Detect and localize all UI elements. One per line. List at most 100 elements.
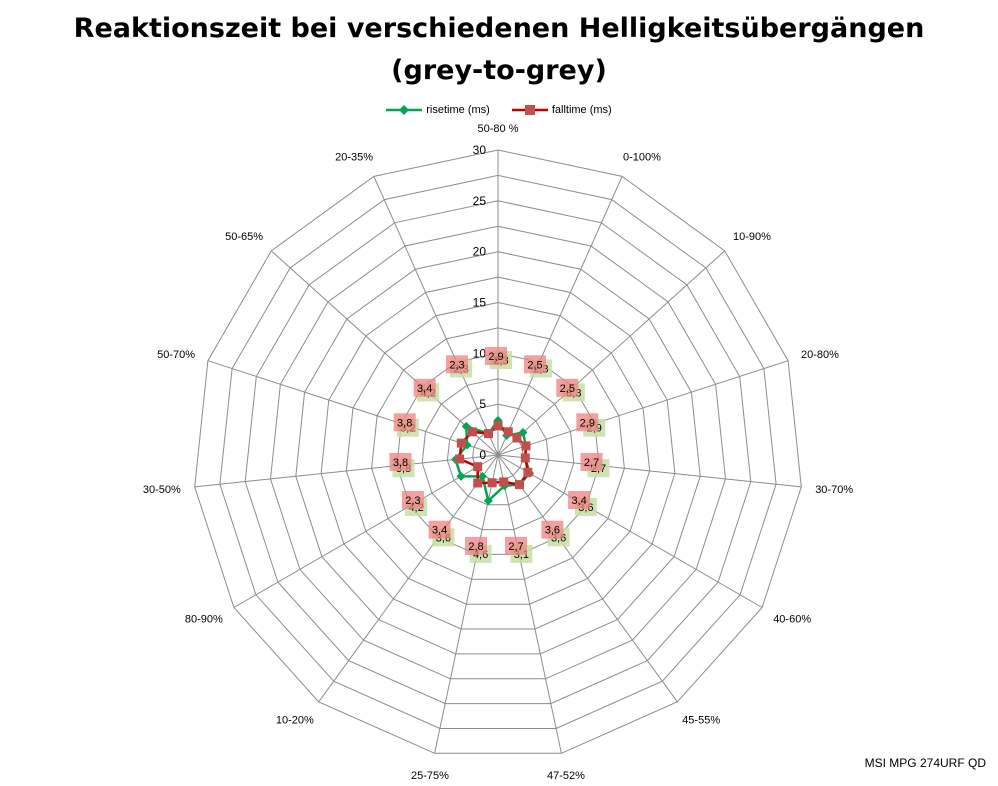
category-label: 40-60% bbox=[773, 614, 811, 626]
falltime-point bbox=[521, 441, 531, 451]
watermark: MSI MPG 274URF QD bbox=[864, 756, 986, 770]
chart-title: Reaktionszeit bei verschiedenen Helligke… bbox=[0, 8, 998, 92]
r-tick-label: 20 bbox=[473, 245, 487, 259]
falltime-data-label: 2,7 bbox=[508, 541, 523, 553]
category-label: 45-55% bbox=[682, 715, 720, 727]
category-label: 20-80% bbox=[801, 349, 839, 361]
grid-spoke bbox=[497, 454, 678, 703]
r-tick-label: 25 bbox=[473, 194, 487, 208]
risetime-point bbox=[483, 496, 493, 506]
risetime-line bbox=[454, 418, 532, 504]
category-label: 50-65% bbox=[225, 231, 263, 243]
grid-spoke bbox=[270, 250, 499, 456]
r-tick-label: 10 bbox=[473, 346, 487, 360]
grid-ring bbox=[269, 225, 727, 680]
legend-item-falltime: falltime (ms) bbox=[511, 104, 612, 116]
falltime-label-bg bbox=[465, 536, 487, 555]
falltime-point bbox=[523, 467, 533, 477]
falltime-label-bg bbox=[576, 413, 599, 432]
falltime-point bbox=[493, 421, 503, 430]
falltime-label-bg bbox=[580, 453, 603, 471]
r-tick-label: 15 bbox=[473, 296, 487, 310]
grid-ring bbox=[219, 174, 777, 729]
falltime-point bbox=[467, 427, 477, 437]
legend-item-risetime: risetime (ms) bbox=[386, 104, 490, 116]
grid-ring bbox=[194, 149, 802, 754]
grid-ring bbox=[320, 276, 676, 630]
falltime-data-label: 2,7 bbox=[584, 457, 599, 469]
grid-spoke bbox=[318, 454, 499, 703]
category-label: 10-20% bbox=[276, 715, 314, 727]
falltime-point bbox=[512, 433, 522, 443]
grid-spoke bbox=[434, 454, 499, 754]
falltime-data-label: 2,9 bbox=[580, 417, 595, 429]
category-label: 50-70% bbox=[157, 349, 195, 361]
grid-spoke bbox=[497, 250, 726, 456]
category-label: 50-80 % bbox=[478, 123, 519, 135]
falltime-data-label: 3,4 bbox=[432, 525, 447, 537]
risetime-point bbox=[456, 471, 466, 481]
grid-spoke bbox=[207, 360, 499, 456]
grid bbox=[194, 149, 802, 754]
falltime-point bbox=[484, 429, 493, 439]
grid-ring bbox=[421, 378, 575, 531]
category-label: 0-100% bbox=[623, 151, 661, 163]
chart-title-line-1: Reaktionszeit bei verschiedenen Helligke… bbox=[73, 13, 925, 44]
falltime-point bbox=[515, 480, 524, 490]
falltime-point bbox=[487, 478, 497, 488]
r-tick-label: 30 bbox=[473, 143, 487, 157]
falltime-data-label: 3,6 bbox=[545, 525, 560, 537]
grid-ring bbox=[371, 327, 625, 580]
category-label: 80-90% bbox=[185, 614, 223, 626]
falltime-data-label: 3,8 bbox=[393, 457, 408, 469]
falltime-label-bg bbox=[568, 491, 591, 509]
falltime-point bbox=[520, 453, 530, 463]
falltime-label-bg bbox=[401, 491, 424, 509]
grid-spoke bbox=[194, 454, 499, 488]
grid-spoke bbox=[497, 454, 763, 608]
grid-ring bbox=[396, 352, 600, 555]
falltime-data-label: 3,4 bbox=[571, 495, 586, 507]
falltime-data-label: 2,5 bbox=[560, 383, 575, 395]
falltime-data-label: 3,4 bbox=[417, 383, 432, 395]
falltime-data-label: 2,5 bbox=[527, 359, 542, 371]
falltime-label-bg bbox=[446, 355, 468, 374]
falltime-data-label: 2,9 bbox=[488, 351, 503, 363]
category-label: 10-90% bbox=[733, 231, 771, 243]
falltime-data-label: 2,3 bbox=[449, 359, 464, 371]
r-tick-label: 5 bbox=[479, 397, 486, 411]
legend-falltime-marker-icon bbox=[511, 105, 548, 115]
grid-ring bbox=[345, 301, 651, 605]
grid-ring bbox=[295, 251, 701, 655]
grid-spoke bbox=[497, 176, 623, 456]
falltime-label-bg bbox=[428, 520, 451, 539]
falltime-data-label: 3,8 bbox=[397, 417, 412, 429]
category-label: 25-75% bbox=[411, 770, 449, 782]
falltime-point bbox=[503, 427, 513, 437]
legend-risetime-label: risetime (ms) bbox=[426, 104, 490, 116]
legend: risetime (ms) falltime (ms) bbox=[0, 100, 998, 120]
falltime-point bbox=[499, 477, 509, 487]
grid-spoke bbox=[497, 454, 802, 488]
falltime-label-bg bbox=[505, 536, 527, 555]
falltime-point bbox=[473, 462, 483, 472]
falltime-point bbox=[455, 454, 465, 464]
chart-title-line-2: (grey-to-grey) bbox=[391, 55, 607, 86]
grid-spoke bbox=[373, 176, 499, 456]
series-falltime bbox=[455, 421, 533, 490]
falltime-label-bg bbox=[413, 378, 436, 397]
grid-spoke bbox=[497, 360, 789, 456]
falltime-label-bg bbox=[524, 355, 546, 374]
r-tick-label: 0 bbox=[479, 448, 486, 462]
legend-falltime-label: falltime (ms) bbox=[551, 104, 612, 116]
falltime-point bbox=[473, 478, 483, 488]
data-labels: 2,32,33,32,92,73,63,63,14,63,64,23,83,24… bbox=[389, 347, 610, 563]
falltime-label-bg bbox=[485, 347, 507, 365]
grid-ring bbox=[244, 200, 752, 705]
falltime-label-bg bbox=[541, 520, 564, 539]
grid-spoke bbox=[233, 454, 499, 608]
legend-risetime-marker-icon bbox=[386, 105, 423, 115]
falltime-label-bg bbox=[556, 378, 579, 397]
falltime-data-label: 2,8 bbox=[468, 541, 483, 553]
